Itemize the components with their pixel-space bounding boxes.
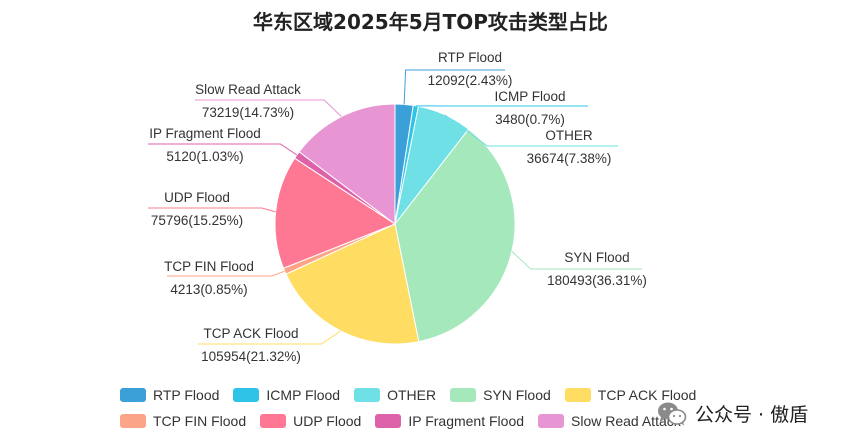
slice-label-name: RTP Flood xyxy=(438,50,502,65)
slice-label-name: UDP Flood xyxy=(164,190,230,205)
slice-label-value: 4213(0.85%) xyxy=(170,282,247,297)
legend-item-tcp-ack-flood[interactable]: TCP ACK Flood xyxy=(564,387,697,403)
legend-label: IP Fragment Flood xyxy=(408,413,525,429)
watermark: 公众号 · 傲盾 xyxy=(657,400,808,427)
slice-label-value: 3480(0.7%) xyxy=(495,112,565,127)
legend-swatch xyxy=(375,414,402,428)
slice-label-name: TCP FIN Flood xyxy=(164,259,254,274)
legend: RTP Flood ICMP Flood OTHER SYN Flood TCP ACK… xyxy=(120,382,696,434)
slice-label-name: Slow Read Attack xyxy=(195,82,301,97)
slice-label-value: 36674(7.38%) xyxy=(527,151,612,166)
pie-labels: RTP Flood 12092(2.43%)ICMP Flood 3480(0.7%… xyxy=(148,50,647,364)
slice-label-value: 73219(14.73%) xyxy=(202,105,294,120)
legend-swatch xyxy=(120,388,146,402)
pie-chart: RTP Flood 12092(2.43%)ICMP Flood 3480(0.7%… xyxy=(148,50,647,364)
chart-title: 华东区域2025年5月TOP攻击类型占比 xyxy=(253,10,608,34)
slice-label-name: ICMP Flood xyxy=(494,89,565,104)
legend-item-rtp-flood[interactable]: RTP Flood xyxy=(120,387,219,403)
wechat-icon xyxy=(658,402,687,426)
slice-label-value: 5120(1.03%) xyxy=(166,149,243,164)
slice-label-value: 12092(2.43%) xyxy=(428,73,513,88)
legend-swatch xyxy=(564,388,591,402)
legend-row: TCP FIN Flood UDP Flood IP Fragment Flood S… xyxy=(120,408,681,434)
leader-line xyxy=(198,330,341,345)
pie-slice-slow-read-attack xyxy=(298,103,396,226)
leader-line xyxy=(148,143,298,156)
legend-label: RTP Flood xyxy=(153,387,220,403)
pie-slice-udp-flood xyxy=(274,157,397,269)
legend-item-other[interactable]: OTHER xyxy=(354,387,436,403)
slice-label-value: 180493(36.31%) xyxy=(547,273,647,288)
slice-label-value: 105954(21.32%) xyxy=(201,349,301,364)
legend-item-ip-fragment-flood[interactable]: IP Fragment Flood xyxy=(375,413,524,429)
watermark-text: 公众号 · 傲盾 xyxy=(695,404,809,426)
leader-line xyxy=(148,207,276,213)
legend-label: Slow Read Attack xyxy=(571,413,681,429)
pie-slices xyxy=(274,103,516,345)
leader-line xyxy=(195,99,342,117)
legend-row: RTP Flood ICMP Flood OTHER SYN Flood TCP ACK… xyxy=(120,382,696,408)
slice-label-value: 75796(15.25%) xyxy=(151,213,243,228)
slice-label-name: SYN Flood xyxy=(564,250,629,265)
legend-label: TCP FIN Flood xyxy=(153,413,247,429)
legend-swatch xyxy=(450,388,477,402)
slice-label-name: IP Fragment Flood xyxy=(149,126,261,141)
legend-swatch xyxy=(233,388,260,402)
legend-label: SYN Flood xyxy=(483,387,551,403)
pie-slice-tcp-ack-flood xyxy=(285,223,420,345)
legend-item-slow-read-attack[interactable]: Slow Read Attack xyxy=(538,413,681,429)
slice-label-name: TCP ACK Flood xyxy=(203,326,298,341)
legend-swatch xyxy=(538,414,565,428)
leader-line xyxy=(511,251,642,270)
leader-line xyxy=(403,69,505,105)
legend-item-tcp-fin-flood[interactable]: TCP FIN Flood xyxy=(120,413,246,429)
legend-label: OTHER xyxy=(387,387,437,403)
slice-label-name: OTHER xyxy=(545,128,593,143)
legend-label: UDP Flood xyxy=(293,413,362,429)
legend-item-syn-flood[interactable]: SYN Flood xyxy=(450,387,551,403)
leader-line xyxy=(167,270,285,277)
leader-line xyxy=(444,114,618,147)
legend-swatch xyxy=(120,414,146,428)
legend-label: TCP ACK Flood xyxy=(597,387,697,403)
legend-label: ICMP Flood xyxy=(266,387,341,403)
legend-swatch xyxy=(354,388,381,402)
legend-item-udp-flood[interactable]: UDP Flood xyxy=(260,413,361,429)
legend-item-icmp-flood[interactable]: ICMP Flood xyxy=(233,387,340,403)
legend-swatch xyxy=(260,414,287,428)
